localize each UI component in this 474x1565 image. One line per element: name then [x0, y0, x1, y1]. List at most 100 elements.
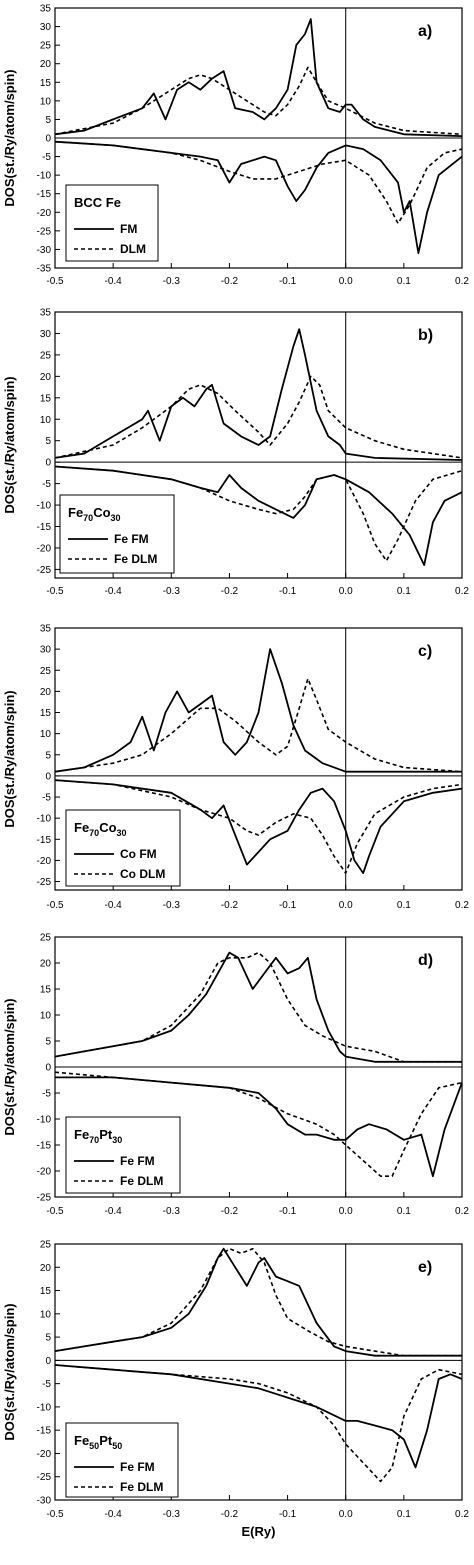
y-tick-label: 10	[40, 1011, 52, 1022]
x-tick-label: 0.0	[339, 276, 353, 287]
y-tick-label: 20	[40, 1263, 52, 1274]
legend-title: Fe70Pt30	[74, 1127, 122, 1145]
panel-label: b)	[418, 327, 433, 344]
y-tick-label: 5	[45, 115, 51, 126]
y-tick-label: 30	[40, 645, 52, 656]
legend-title-subscript: 30	[111, 513, 121, 523]
y-axis-label: DOS(st./Ry/atom/spin)	[2, 998, 17, 1135]
y-tick-label: 15	[40, 985, 52, 996]
x-tick-label: -0.5	[46, 1206, 64, 1217]
y-tick-label: -15	[37, 1426, 52, 1437]
y-tick-label: -25	[37, 877, 52, 888]
series-dlm-up-line	[54, 1247, 462, 1357]
legend-box	[59, 494, 175, 574]
y-tick-label: 0	[45, 1063, 51, 1074]
y-tick-label: 35	[40, 624, 52, 635]
legend-title-subscript: 70	[89, 828, 99, 838]
x-tick-label: -0.5	[46, 586, 64, 597]
x-tick-label: -0.3	[163, 586, 181, 597]
legend-box	[65, 1422, 179, 1498]
legend-label: Fe DLM	[120, 1174, 163, 1188]
y-tick-label: 15	[40, 1286, 52, 1297]
legend-title: BCC Fe	[74, 195, 121, 210]
y-tick-label: -20	[37, 543, 52, 554]
series-fm-up-line	[54, 18, 463, 137]
series-fm-up-line	[54, 951, 462, 1063]
plot-frame	[54, 1243, 463, 1501]
x-tick-label: -0.1	[279, 1509, 297, 1520]
y-tick-label: 25	[40, 666, 52, 677]
x-tick-label: 0.0	[339, 1509, 353, 1520]
panel-label: c)	[418, 643, 432, 660]
y-tick-label: 25	[40, 933, 52, 944]
y-tick-label: 10	[40, 96, 52, 107]
y-tick-label: 20	[40, 687, 52, 698]
y-axis-label: DOS(st./Ry/atom/spin)	[2, 1303, 17, 1440]
y-tick-label: -10	[37, 1402, 52, 1413]
y-tick-label: 30	[40, 329, 52, 340]
series-dlm-down-line	[54, 1364, 463, 1483]
y-tick-label: 5	[45, 1037, 51, 1048]
x-tick-label: -0.1	[279, 900, 297, 911]
y-tick-label: 10	[40, 415, 52, 426]
x-tick-label: 0.2	[455, 586, 469, 597]
x-tick-label: -0.2	[221, 1509, 239, 1520]
legend-title-part: Fe	[74, 1127, 89, 1142]
legend: BCC Fe FM DLM	[65, 184, 159, 262]
x-tick-label: -0.3	[163, 900, 181, 911]
y-tick-label: 0	[45, 134, 51, 145]
series-dlm-down-line	[54, 140, 463, 225]
series-fm-up-line	[54, 648, 462, 773]
legend-title-part: Fe	[68, 505, 83, 520]
series-dlm-up-line	[54, 66, 463, 136]
series-dlm-up-line	[54, 677, 463, 773]
y-tick-label: 5	[45, 750, 51, 761]
legend-title: Fe70Co30	[68, 505, 121, 523]
legend-label: Fe FM	[120, 1460, 155, 1474]
legend-title: Fe50Pt50	[74, 1433, 122, 1451]
y-tick-label: 20	[40, 59, 52, 70]
series-fm-down-line	[54, 779, 463, 874]
y-tick-label: -15	[37, 189, 52, 200]
y-axis-label: DOS(st./Ry/atom/spin)	[2, 69, 17, 206]
panel-c: -0.5 -0.4 -0.3 -0.2 -0.1 0.0 0.1 0.2 -25 -20 -15 -1…	[2, 624, 469, 912]
y-tick-label: -5	[42, 152, 51, 163]
legend-label: Fe DLM	[114, 552, 157, 566]
series-dlm-down-line	[54, 1071, 463, 1177]
series-dlm-down-line	[54, 779, 463, 874]
y-axis-label: DOS(st./Ry/atom/spin)	[2, 376, 17, 513]
y-tick-label: -20	[37, 856, 52, 867]
y-tick-label: -5	[42, 1379, 51, 1390]
legend-title-part: Pt	[99, 1127, 113, 1142]
y-tick-label: -35	[37, 264, 52, 275]
y-tick-label: 35	[40, 308, 52, 319]
legend-title-subscript: 70	[83, 513, 93, 523]
series-fm-down-line	[54, 1364, 463, 1469]
y-tick-label: -20	[37, 1449, 52, 1460]
panel-label: a)	[418, 23, 432, 40]
x-tick-label: 0.1	[397, 1509, 411, 1520]
y-tick-label: 30	[40, 22, 52, 33]
legend-title-part: Co	[99, 820, 116, 835]
legend-label: FM	[120, 222, 137, 236]
y-tick-label: -15	[37, 1141, 52, 1152]
series-fm-down-line	[54, 465, 463, 566]
y-tick-label: 10	[40, 1309, 52, 1320]
y-tick-label: -30	[37, 1496, 52, 1507]
x-tick-label: -0.5	[46, 1509, 64, 1520]
y-tick-label: 5	[45, 436, 51, 447]
x-tick-label: -0.2	[221, 276, 239, 287]
x-tick-label: 0.1	[397, 1206, 411, 1217]
legend-title-subscript: 50	[112, 1441, 122, 1451]
x-tick-label: -0.1	[279, 586, 297, 597]
legend-title-part: Fe	[74, 820, 89, 835]
y-axis-label: DOS(st./Ry/atom/spin)	[2, 690, 17, 827]
y-tick-label: -25	[37, 226, 52, 237]
y-tick-label: -10	[37, 171, 52, 182]
y-tick-label: -30	[37, 245, 52, 256]
x-tick-label: -0.5	[46, 900, 64, 911]
x-tick-label: -0.1	[279, 276, 297, 287]
y-tick-label: -20	[37, 208, 52, 219]
